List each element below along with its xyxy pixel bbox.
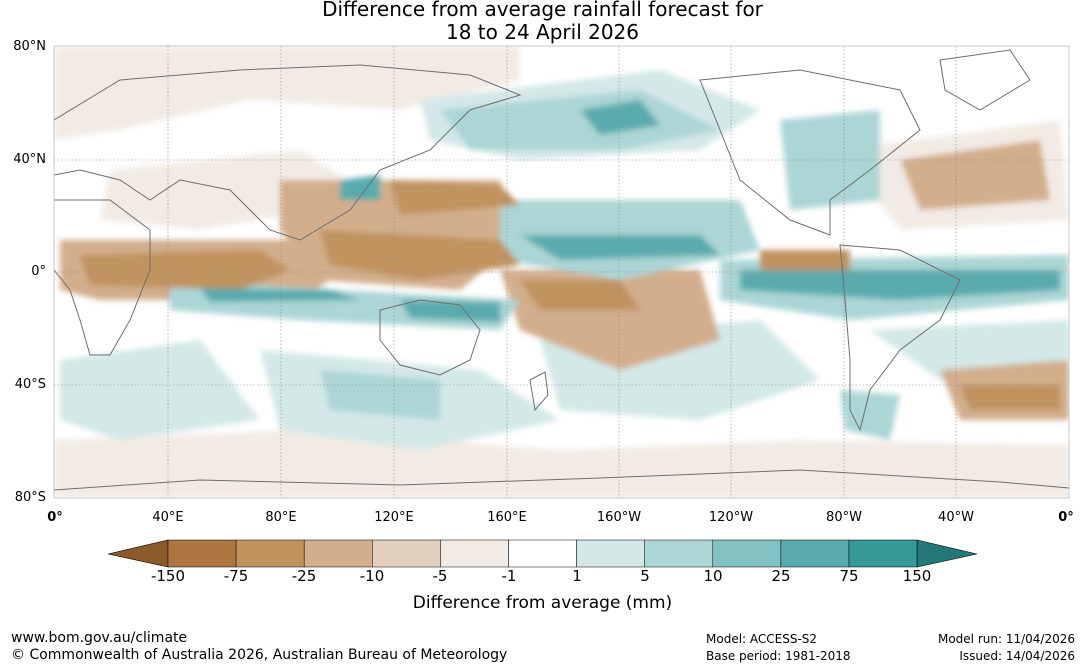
lon-label-160w: 160°W [596,510,642,525]
colorbar-tick-label: -75 [223,567,249,585]
colorbar-seg-7 [644,539,714,568]
colorbar [107,539,978,568]
lat-label-80n: 80°N [13,39,46,54]
colorbar-tick-label: 25 [771,567,791,585]
wet-light-region-patagonia [840,390,900,440]
dry-strong-region-eq-pac-e [760,250,850,270]
colorbar-seg-4 [440,539,509,568]
footer-website-link[interactable]: www.bom.gov.au/climate [11,630,188,646]
colorbar-seg-1 [235,539,305,568]
wet-light-region-np [440,90,720,150]
colorbar-tick-label: -150 [150,567,186,585]
colorbar-seg-9 [780,539,850,568]
footer-issued: Issued: 14/04/2026 [959,649,1075,663]
wet-light-region-tasman [320,370,440,420]
lon-label-0-west: 0° [47,510,63,525]
colorbar-seg-8 [712,539,782,568]
colorbar-tick-label: 150 [902,567,932,585]
coast-south-america [839,244,961,432]
wet-strong-region-pac-eq [520,235,720,260]
lon-label-40w: 40°W [938,510,974,525]
coast-new-zealand [529,371,549,412]
coast-africa [54,199,151,356]
wet-strong-region-atl-eq [740,270,1060,300]
dry-strong-region-sp [520,280,640,310]
colorbar-low-end [107,539,169,568]
colorbar-title: Difference from average (mm) [412,593,673,613]
anomaly-field [54,46,1069,498]
wet-strong-region-indian [200,288,360,302]
coast-north-america [699,69,921,236]
dry-faint-region-southern [54,430,1069,498]
colorbar-high-end [916,539,978,568]
colorbar-tick-label: -5 [432,567,448,585]
wet-strong-region-timor [400,300,500,322]
coast-greenland [939,49,1031,111]
footer-model: Model: ACCESS-S2 [706,632,818,646]
lat-label-40n: 40°N [13,152,46,167]
lat-label-80s: 80°S [14,490,46,505]
colorbar-tick-label: -25 [291,567,317,585]
wet-light-region-nam [780,110,880,210]
wet-faint-region-south-indian [60,340,260,440]
map-frame [53,45,1070,499]
footer-model-run: Model run: 11/04/2026 [937,632,1075,646]
lon-label-160e: 160°E [487,510,527,525]
lat-label-40s: 40°S [14,377,46,392]
coast-australia [379,299,481,376]
colorbar-seg-5 [508,539,577,568]
colorbar-seg-0 [167,539,237,568]
lon-label-40e: 40°E [152,510,184,525]
colorbar-tick-label: -10 [359,567,385,585]
dry-light-region-atl [900,140,1050,210]
wet-strong-region-kuroshio [340,175,380,200]
coastlines [54,49,1069,491]
footer-copyright: © Commonwealth of Australia 2026, Austra… [11,647,508,663]
lon-label-120w: 120°W [708,510,754,525]
colorbar-seg-10 [848,539,918,568]
dry-strong-region-pac-n [390,180,520,215]
dry-strong-region-sa [960,385,1060,410]
lon-label-0-east: 0° [1058,510,1074,525]
gridlines [54,46,1069,498]
chart-title-line2: 18 to 24 April 2026 [445,20,640,44]
wet-strong-region-np [580,100,660,135]
coast-eurasia [54,64,522,241]
colorbar-tick-label: -1 [501,567,517,585]
colorbar-tick-label: 10 [703,567,723,585]
lat-label-0: 0° [31,264,46,279]
colorbar-tick-label: 1 [572,567,582,585]
coast-antarctica [54,469,1069,491]
colorbar-seg-2 [303,539,373,568]
dry-strong-region-eq-west [80,250,290,290]
dry-strong-region-maritime [320,230,520,280]
lon-label-80w: 80°W [826,510,862,525]
colorbar-tick-label: 75 [839,567,859,585]
dry-faint-region-arctic [54,46,520,140]
lon-label-120e: 120°E [374,510,414,525]
lon-label-80e: 80°E [265,510,297,525]
colorbar-seg-6 [576,539,645,568]
footer-base-period: Base period: 1981-2018 [706,649,851,663]
chart-title-line1: Difference from average rainfall forecas… [322,0,763,21]
colorbar-seg-3 [372,539,441,568]
colorbar-tick-label: 5 [640,567,650,585]
